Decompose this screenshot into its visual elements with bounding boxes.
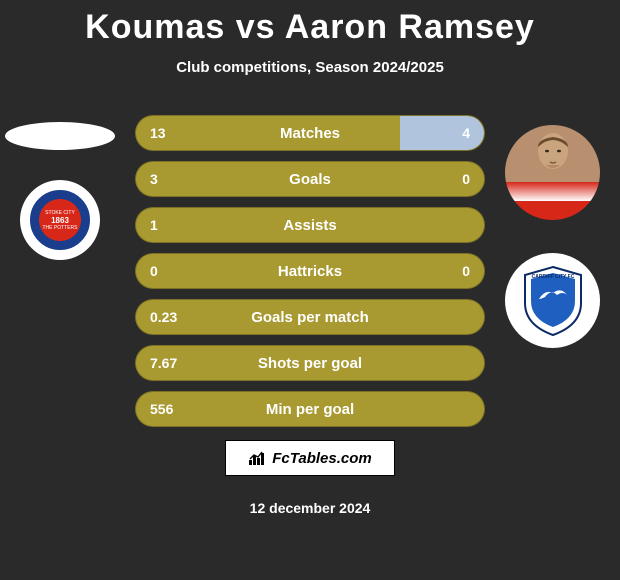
stat-label: Assists [136,217,484,234]
right-club-badge: CARDIFF CITY FC [505,253,600,348]
stat-right-value: 4 [462,125,470,141]
left-club-badge: STOKE CITY 1863 THE POTTERS [20,180,100,260]
stats-container: 13Matches43Goals01Assists0Hattricks00.23… [135,115,485,437]
stoke-city-crest: STOKE CITY 1863 THE POTTERS [30,190,90,250]
stat-label: Hattricks [136,263,484,280]
stat-row: 556Min per goal [135,391,485,427]
right-player-avatar [505,125,600,220]
footer-brand-badge[interactable]: FcTables.com [225,440,395,476]
stat-right-value: 0 [462,263,470,279]
stat-row: 7.67Shots per goal [135,345,485,381]
stoke-crest-year: 1863 [51,216,69,225]
player-silhouette-icon [518,129,588,199]
stoke-crest-bottom: THE POTTERS [42,225,77,231]
stat-row: 13Matches4 [135,115,485,151]
footer-brand-text: FcTables.com [272,450,371,467]
stat-row: 0Hattricks0 [135,253,485,289]
stat-label: Goals [136,171,484,188]
bars-icon [248,450,268,466]
stat-label: Shots per goal [136,355,484,372]
cardiff-city-crest: CARDIFF CITY FC [521,265,585,337]
page-title: Koumas vs Aaron Ramsey [0,0,620,47]
stat-label: Goals per match [136,309,484,326]
stat-row: 0.23Goals per match [135,299,485,335]
stat-right-value: 0 [462,171,470,187]
stat-row: 3Goals0 [135,161,485,197]
page-subtitle: Club competitions, Season 2024/2025 [0,59,620,76]
stat-label: Matches [136,125,484,142]
stat-row: 1Assists [135,207,485,243]
stat-label: Min per goal [136,401,484,418]
cardiff-crest-text: CARDIFF CITY FC [531,274,574,280]
left-player-avatar [5,122,115,150]
footer-date: 12 december 2024 [250,500,371,516]
